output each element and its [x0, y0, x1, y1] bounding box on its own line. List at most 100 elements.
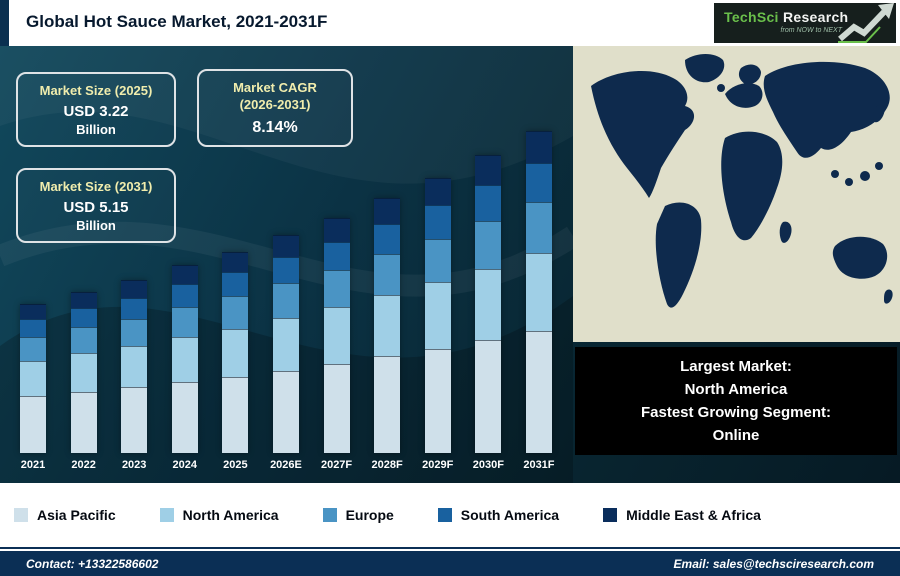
bar-segment: [121, 297, 148, 319]
page-title: Global Hot Sauce Market, 2021-2031F: [26, 12, 328, 31]
bar-segment: [525, 162, 552, 202]
bar-segment: [222, 328, 249, 377]
bar-segment: [475, 268, 502, 340]
bar-column: 2026E: [263, 234, 309, 471]
stat-value: USD 3.22: [63, 103, 129, 120]
bar-stack: [171, 265, 198, 453]
footer-divider: [0, 547, 900, 549]
world-map: [573, 46, 900, 342]
bar-column: 2024: [162, 265, 208, 471]
bar-segment: [272, 318, 299, 371]
legend-item: Middle East & Africa: [603, 507, 761, 523]
bar-stack: [475, 155, 502, 453]
bar-segment: [70, 352, 97, 392]
legend-label: North America: [182, 507, 279, 523]
bar-segment: [323, 217, 350, 242]
bar-segment: [272, 256, 299, 283]
stat-box-market-size-2031: Market Size (2031) USD 5.15 Billion: [16, 168, 176, 243]
bar-segment: [70, 307, 97, 328]
brand-name-primary: TechSci: [724, 9, 779, 25]
bar-segment: [374, 356, 401, 453]
bar-segment: [20, 304, 46, 320]
brand-logo: TechSci Research from NOW to NEXT: [714, 3, 896, 43]
bar-year-label: 2027F: [320, 459, 353, 471]
bar-stack: [424, 177, 451, 453]
header: Global Hot Sauce Market, 2021-2031F Tech…: [0, 0, 900, 46]
bar-segment: [121, 318, 148, 347]
bar-segment: [374, 223, 401, 255]
legend-swatch: [603, 508, 618, 522]
bar-year-label: 2024: [172, 459, 198, 471]
bar-segment: [424, 177, 451, 206]
bar-segment: [171, 381, 198, 453]
bar-column: 2028F: [364, 198, 410, 471]
bar-segment: [323, 363, 350, 453]
bar-stack: [121, 280, 148, 453]
bar-stack: [525, 131, 552, 453]
stat-label: (2026-2031): [239, 97, 311, 112]
bar-segment: [323, 307, 350, 364]
bar-year-label: 2021: [20, 459, 46, 471]
legend-swatch: [437, 508, 452, 522]
bar-segment: [171, 284, 198, 307]
bar-year-label: 2022: [71, 459, 96, 471]
bar-year-label: 2025: [223, 459, 248, 471]
stat-box-market-size-2025: Market Size (2025) USD 3.22 Billion: [16, 72, 176, 147]
bar-segment: [323, 269, 350, 308]
bar-column: 2029F: [415, 177, 461, 471]
bar-segment: [20, 396, 46, 453]
stat-label: Market CAGR: [233, 80, 317, 95]
bar-segment: [222, 376, 249, 453]
legend-label: South America: [460, 507, 560, 523]
bar-chart: 2021 2022 2023 2024 2025 2026E 2027F 2028F 2029F…: [10, 131, 562, 471]
legend-swatch: [322, 508, 337, 522]
bar-column: 2025: [212, 251, 258, 471]
bar-column: 2023: [111, 280, 157, 471]
bar-segment: [525, 201, 552, 253]
bar-segment: [171, 265, 198, 285]
bar-segment: [424, 205, 451, 239]
bar-segment: [70, 391, 97, 453]
bar-segment: [374, 198, 401, 224]
stat-unit: Billion: [76, 218, 116, 233]
callout-largest-market-value: North America: [684, 381, 788, 398]
brand-name-secondary: Research: [782, 9, 849, 25]
stat-value: 8.14%: [252, 119, 298, 136]
stat-value: USD 5.15: [63, 199, 129, 216]
bar-column: 2021: [10, 304, 56, 471]
bar-segment: [70, 327, 97, 353]
footer-bar: Contact: +13322586602 Email: sales@techs…: [0, 551, 900, 576]
stat-label: Market Size (2031): [39, 179, 153, 194]
bar-segment: [424, 282, 451, 349]
brand-name: TechSci Research: [724, 9, 848, 25]
stat-unit: Billion: [76, 122, 116, 137]
callout-fastest-segment-label: Fastest Growing Segment:: [640, 404, 832, 421]
arrow-icon: [838, 3, 894, 43]
legend-item: Europe: [322, 507, 394, 523]
bar-column: 2030F: [465, 155, 511, 471]
bar-stack: [20, 304, 46, 453]
bar-segment: [272, 234, 299, 257]
bar-column: 2022: [61, 291, 107, 471]
bar-segment: [525, 131, 552, 163]
bar-segment: [20, 336, 46, 361]
bar-stack: [222, 251, 249, 453]
bar-column: 2027F: [314, 217, 360, 471]
bar-segment: [272, 283, 299, 318]
bar-year-label: 2029F: [422, 459, 454, 471]
brand-tagline: from NOW to NEXT: [780, 27, 842, 34]
bar-column: 2031F: [516, 131, 562, 471]
bar-year-label: 2026E: [270, 459, 302, 471]
bar-segment: [525, 253, 552, 331]
bar-segment: [222, 251, 249, 272]
legend-item: North America: [159, 507, 279, 523]
bar-segment: [475, 185, 502, 222]
bar-segment: [475, 339, 502, 453]
legend-label: Europe: [345, 507, 394, 523]
bar-segment: [374, 294, 401, 357]
legend: Asia Pacific North America Europe South Ame…: [0, 483, 900, 547]
callout-panel: Largest Market: North America Fastest Gr…: [575, 347, 897, 455]
bar-year-label: 2030F: [472, 459, 504, 471]
map-land: [591, 54, 893, 308]
bar-segment: [525, 330, 552, 453]
